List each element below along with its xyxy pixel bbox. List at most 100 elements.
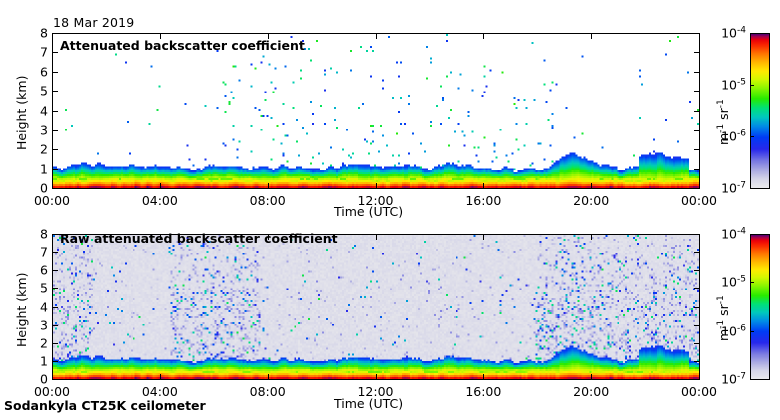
p2-cbtick-2 [750, 330, 754, 332]
p1-ytick-r-3 [694, 129, 699, 131]
colorbar-panel-2[interactable] [750, 234, 770, 380]
p2-xtick-b-3 [375, 374, 377, 379]
p2-xtick-4 [483, 235, 485, 240]
p1-yticklabel-6: 6 [40, 64, 48, 80]
p1-xtick-b-3 [375, 183, 377, 188]
p1-ytick-r-4 [694, 110, 699, 112]
p2-cbtick-3 [750, 379, 754, 380]
p2-ytick-r-5 [694, 288, 699, 290]
p1-xticklabel-3: 12:00 [357, 193, 394, 208]
p2-xtick-b-4 [483, 374, 485, 379]
p1-xticklabel-0: 00:00 [33, 193, 71, 208]
p2-yticklabel-3: 3 [40, 317, 48, 333]
p1-xticklabel-1: 04:00 [141, 193, 178, 208]
p2-cbtick-1 [750, 282, 754, 284]
p2-ytick-7 [53, 252, 58, 254]
p2-ytick-5 [53, 288, 58, 290]
p1-ytick-6 [53, 71, 58, 73]
p1-yticklabel-4: 4 [40, 103, 48, 118]
p2-ytick-r-3 [694, 324, 699, 326]
panel-2-xlabel: Time (UTC) [334, 396, 404, 411]
p1-ytick-r-6 [694, 71, 699, 73]
p1-cbtick-3 [750, 188, 754, 189]
p2-ytick-r-1 [694, 360, 699, 362]
p1-yticklabel-1: 1 [40, 161, 48, 177]
p1-yticklabel-5: 5 [40, 83, 48, 99]
p1-cbtick-2 [750, 136, 754, 138]
p2-xticklabel-3: 12:00 [357, 384, 394, 399]
site-caption: Sodankyla CT25K ceilometer [4, 398, 206, 413]
p2-cblabel-1: 10-5 [721, 274, 746, 290]
p1-xtick-4 [483, 34, 485, 39]
p2-xtick-b-5 [591, 374, 593, 379]
p1-yticklabel-0: 0 [40, 180, 48, 196]
cb2-unit-exp2: -1 [716, 295, 726, 305]
cb2-unit-sr: sr [716, 304, 732, 320]
p2-cblabel-3: 10-7 [721, 371, 746, 387]
p1-xtick-3 [375, 34, 377, 39]
p1-yticklabel-2: 2 [40, 141, 48, 157]
p1-cbtick-1 [750, 84, 754, 86]
p1-cblabel-3: 10-7 [721, 180, 746, 196]
p1-cblabel-0: 10-4 [721, 25, 746, 41]
p2-ytick-r-4 [694, 306, 699, 308]
p2-yticklabel-6: 6 [40, 262, 48, 278]
p1-ytick-1 [53, 168, 58, 170]
p1-cblabel-2: 10-6 [721, 128, 746, 144]
colorbar-panel-1[interactable] [750, 33, 770, 189]
cb1-unit-sr: sr [716, 108, 732, 124]
p2-xticklabel-5: 20:00 [573, 384, 610, 399]
p1-xticklabel-6: 00:00 [680, 193, 718, 208]
p2-ytick-r-2 [694, 342, 699, 344]
p1-yticklabel-3: 3 [40, 122, 48, 138]
p1-xticklabel-4: 16:00 [465, 193, 502, 208]
p2-cblabel-0: 10-4 [721, 226, 746, 242]
p1-ytick-r-7 [694, 52, 699, 54]
p2-cbtick-0 [750, 234, 754, 235]
p2-yticklabel-0: 0 [40, 371, 48, 387]
p2-xtick-b-1 [159, 374, 161, 379]
panel-1-xlabel: Time (UTC) [334, 204, 404, 219]
p1-cblabel-1: 10-5 [721, 77, 746, 93]
p1-xtick-1 [159, 34, 161, 39]
p2-xtick-2 [267, 235, 269, 240]
p1-ytick-3 [53, 129, 58, 131]
p1-cbtick-0 [750, 33, 754, 34]
p1-ytick-5 [53, 91, 58, 93]
p1-xtick-2 [267, 34, 269, 39]
panel-1-ylabel: Height (km) [14, 75, 29, 150]
p1-xtick-b-1 [159, 183, 161, 188]
cb1-unit-exp2: -1 [716, 99, 726, 109]
p1-yticklabel-7: 7 [40, 44, 48, 60]
p2-yticklabel-5: 5 [40, 280, 48, 296]
p2-yticklabel-1: 1 [40, 353, 48, 369]
p1-xtick-5 [591, 34, 593, 39]
p2-ytick-6 [53, 270, 58, 272]
panel-1-data-area [53, 34, 699, 188]
p1-ytick-r-2 [694, 149, 699, 151]
p1-xticklabel-2: 08:00 [249, 193, 286, 208]
panel-attenuated-backscatter[interactable] [52, 33, 700, 189]
p2-xtick-3 [375, 235, 377, 240]
p2-ytick-r-6 [694, 270, 699, 272]
panel-2-data-area [53, 235, 699, 379]
p2-yticklabel-7: 7 [40, 244, 48, 260]
p2-xtick-1 [159, 235, 161, 240]
p2-yticklabel-4: 4 [40, 299, 48, 314]
p2-ytick-4 [53, 306, 58, 308]
p2-xticklabel-1: 04:00 [141, 384, 178, 399]
p2-yticklabel-2: 2 [40, 335, 48, 351]
p1-xtick-b-5 [591, 183, 593, 188]
p2-ytick-3 [53, 324, 58, 326]
p2-xticklabel-2: 08:00 [249, 384, 286, 399]
p2-xticklabel-4: 16:00 [465, 384, 502, 399]
p2-ytick-1 [53, 360, 58, 362]
p1-xticklabel-5: 20:00 [573, 193, 610, 208]
p2-ytick-2 [53, 342, 58, 344]
p2-xticklabel-6: 00:00 [680, 384, 718, 399]
panel-raw-attenuated-backscatter[interactable] [52, 234, 700, 380]
p1-ytick-r-1 [694, 168, 699, 170]
p2-yticklabel-8: 8 [40, 226, 48, 242]
p2-ytick-r-7 [694, 252, 699, 254]
